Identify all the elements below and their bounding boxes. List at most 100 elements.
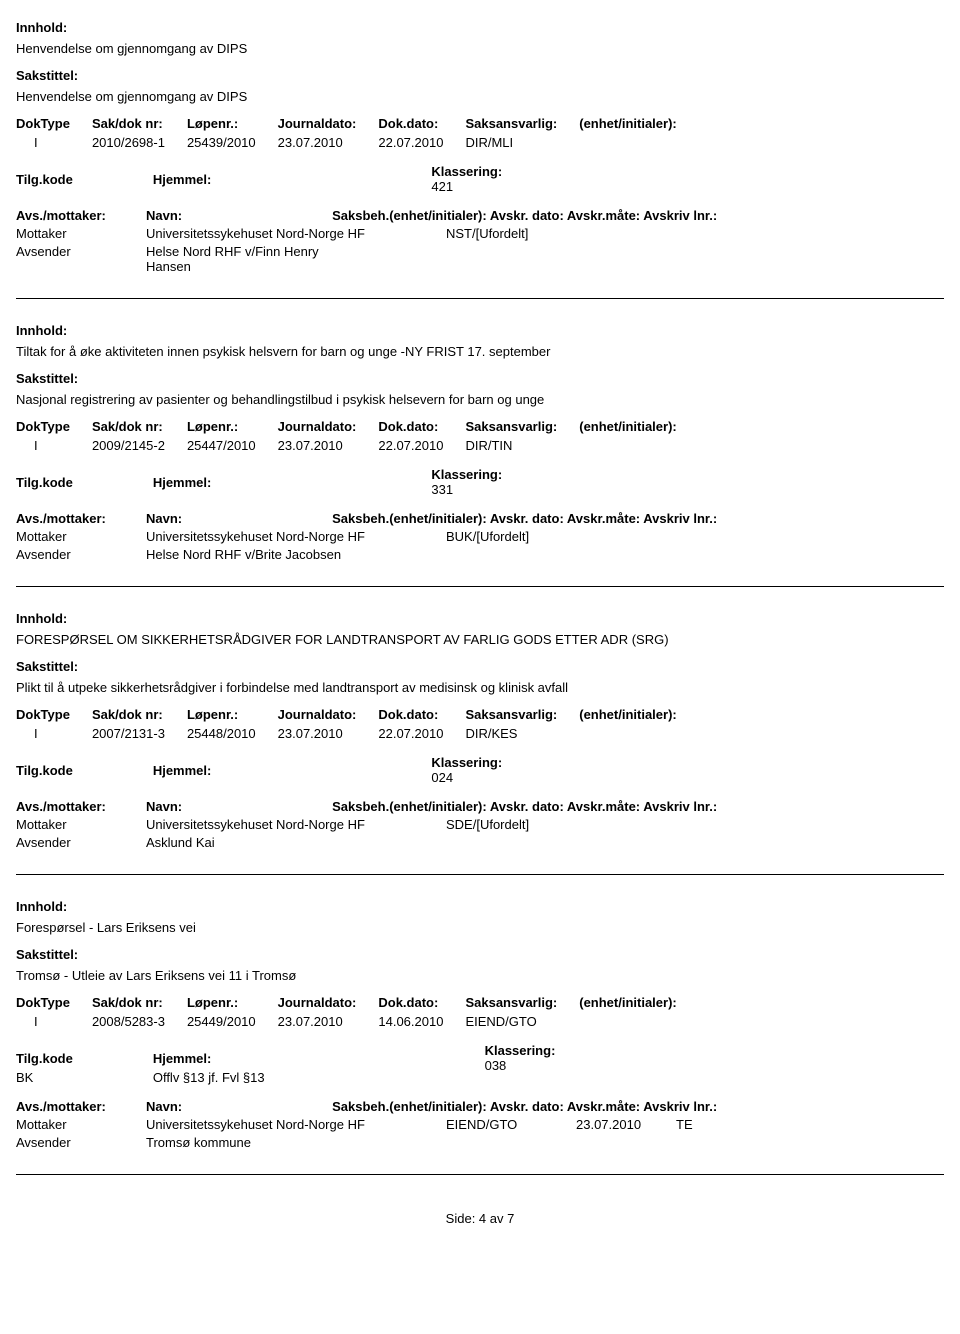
avsender-name: Asklund Kai (146, 835, 366, 850)
journal-entry: Innhold: Henvendelse om gjennomgang av D… (16, 20, 944, 299)
saksbeh-header-line: Saksbeh.(enhet/initialer): Avskr. dato: … (332, 208, 717, 223)
journal-entry: Innhold: Forespørsel - Lars Eriksens vei… (16, 899, 944, 1175)
doktype-header: DokType (16, 995, 70, 1010)
doc-info-row: DokTypeI Sak/dok nr:2008/5283-3 Løpenr.:… (16, 995, 944, 1029)
doktype-value: I (16, 135, 70, 150)
mottaker-saksbeh: EIEND/GTO (446, 1117, 576, 1132)
lopenr-header: Løpenr.: (187, 995, 256, 1010)
avsender-label: Avsender (16, 1135, 146, 1150)
journaldato-value: 23.07.2010 (278, 135, 357, 150)
mottaker-name: Universitetssykehuset Nord-Norge HF (146, 817, 446, 832)
dokdato-header: Dok.dato: (378, 419, 443, 434)
enhet-header: (enhet/initialer): (579, 419, 677, 434)
journaldato-header: Journaldato: (278, 995, 357, 1010)
saksansvarlig-header: Saksansvarlig: (465, 707, 557, 722)
saksbeh-header-line: Saksbeh.(enhet/initialer): Avskr. dato: … (332, 511, 717, 526)
mottaker-avskrmate (676, 226, 726, 241)
saksansvarlig-header: Saksansvarlig: (465, 995, 557, 1010)
entry-sakstittel: Henvendelse om gjennomgang av DIPS (16, 89, 944, 104)
sakstittel-label: Sakstittel: (16, 371, 944, 386)
dokdato-value: 22.07.2010 (378, 726, 443, 741)
innhold-label: Innhold: (16, 611, 944, 626)
doktype-header: DokType (16, 116, 70, 131)
sakdoknr-value: 2009/2145-2 (92, 438, 165, 453)
klassering-value: 421 (431, 179, 502, 194)
mottaker-avskrdato: 23.07.2010 (576, 1117, 676, 1132)
mottaker-saksbeh: SDE/[Ufordelt] (446, 817, 576, 832)
doc-info-row: DokTypeI Sak/dok nr:2007/2131-3 Løpenr.:… (16, 707, 944, 741)
lopenr-value: 25447/2010 (187, 438, 256, 453)
hjemmel-row: Tilg.kode Hjemmel: (16, 475, 291, 494)
doktype-value: I (16, 1014, 70, 1029)
saksansvarlig-value: DIR/MLI (465, 135, 557, 150)
navn-header: Navn: (146, 1099, 182, 1114)
mottaker-avskrdato (576, 226, 676, 241)
hjemmel-header: Hjemmel: (153, 763, 212, 778)
dokdato-header: Dok.dato: (378, 116, 443, 131)
lopenr-header: Løpenr.: (187, 707, 256, 722)
journaldato-value: 23.07.2010 (278, 438, 357, 453)
hjemmel-header: Hjemmel: (153, 172, 212, 187)
navn-header: Navn: (146, 208, 182, 223)
klassering-header: Klassering: (431, 467, 502, 482)
hjemmel-row: Tilg.kodeBK Hjemmel:Offlv §13 jf. Fvl §1… (16, 1051, 345, 1085)
avsender-name: Tromsø kommune (146, 1135, 366, 1150)
mottaker-avskrdato (576, 817, 676, 832)
mottaker-label: Mottaker (16, 817, 146, 832)
tilgkode-header: Tilg.kode (16, 763, 73, 778)
journaldato-header: Journaldato: (278, 419, 357, 434)
entry-sakstittel: Tromsø - Utleie av Lars Eriksens vei 11 … (16, 968, 944, 983)
doktype-value: I (16, 726, 70, 741)
hjemmel-value: Offlv §13 jf. Fvl §13 (153, 1070, 265, 1085)
journaldato-value: 23.07.2010 (278, 1014, 357, 1029)
avsmottaker-header: Avs./mottaker: (16, 799, 146, 814)
entry-content: Henvendelse om gjennomgang av DIPS (16, 41, 944, 56)
journaldato-value: 23.07.2010 (278, 726, 357, 741)
enhet-header: (enhet/initialer): (579, 707, 677, 722)
enhet-header: (enhet/initialer): (579, 116, 677, 131)
sakstittel-label: Sakstittel: (16, 659, 944, 674)
tilgkode-header: Tilg.kode (16, 475, 73, 490)
saksansvarlig-header: Saksansvarlig: (465, 419, 557, 434)
dokdato-value: 14.06.2010 (378, 1014, 443, 1029)
sakdoknr-value: 2008/5283-3 (92, 1014, 165, 1029)
lopenr-value: 25449/2010 (187, 1014, 256, 1029)
doc-info-row: DokTypeI Sak/dok nr:2009/2145-2 Løpenr.:… (16, 419, 944, 453)
innhold-label: Innhold: (16, 20, 944, 35)
saksansvarlig-value: DIR/KES (465, 726, 557, 741)
doc-info-row: DokTypeI Sak/dok nr:2010/2698-1 Løpenr.:… (16, 116, 944, 150)
avsmottaker-header: Avs./mottaker: (16, 208, 146, 223)
innhold-label: Innhold: (16, 323, 944, 338)
mottaker-avskrmate (676, 817, 726, 832)
sakdoknr-header: Sak/dok nr: (92, 116, 165, 131)
saksbeh-header-line: Saksbeh.(enhet/initialer): Avskr. dato: … (332, 1099, 717, 1114)
klassering-header: Klassering: (485, 1043, 556, 1058)
entry-content: FORESPØRSEL OM SIKKERHETSRÅDGIVER FOR LA… (16, 632, 944, 647)
entry-content: Forespørsel - Lars Eriksens vei (16, 920, 944, 935)
avsmottaker-header: Avs./mottaker: (16, 1099, 146, 1114)
hjemmel-header: Hjemmel: (153, 1051, 265, 1066)
saksbeh-header-line: Saksbeh.(enhet/initialer): Avskr. dato: … (332, 799, 717, 814)
mottaker-saksbeh: BUK/[Ufordelt] (446, 529, 576, 544)
lopenr-value: 25439/2010 (187, 135, 256, 150)
entry-sakstittel: Nasjonal registrering av pasienter og be… (16, 392, 944, 407)
klassering-header: Klassering: (431, 755, 502, 770)
avsender-label: Avsender (16, 835, 146, 850)
avsender-label: Avsender (16, 547, 146, 562)
mottaker-avskrmate (676, 529, 726, 544)
mottaker-name: Universitetssykehuset Nord-Norge HF (146, 226, 446, 241)
tilgkode-header: Tilg.kode (16, 1051, 73, 1066)
avsmottaker-header: Avs./mottaker: (16, 511, 146, 526)
mottaker-avskrdato (576, 529, 676, 544)
klassering-value: 024 (431, 770, 502, 785)
klassering-value: 331 (431, 482, 502, 497)
avsender-name: Helse Nord RHF v/Brite Jacobsen (146, 547, 366, 562)
sakdoknr-header: Sak/dok nr: (92, 707, 165, 722)
mottaker-avskrmate: TE (676, 1117, 726, 1132)
journaldato-header: Journaldato: (278, 116, 357, 131)
sakstittel-label: Sakstittel: (16, 68, 944, 83)
mottaker-name: Universitetssykehuset Nord-Norge HF (146, 529, 446, 544)
saksansvarlig-value: DIR/TIN (465, 438, 557, 453)
doktype-header: DokType (16, 707, 70, 722)
mottaker-label: Mottaker (16, 1117, 146, 1132)
